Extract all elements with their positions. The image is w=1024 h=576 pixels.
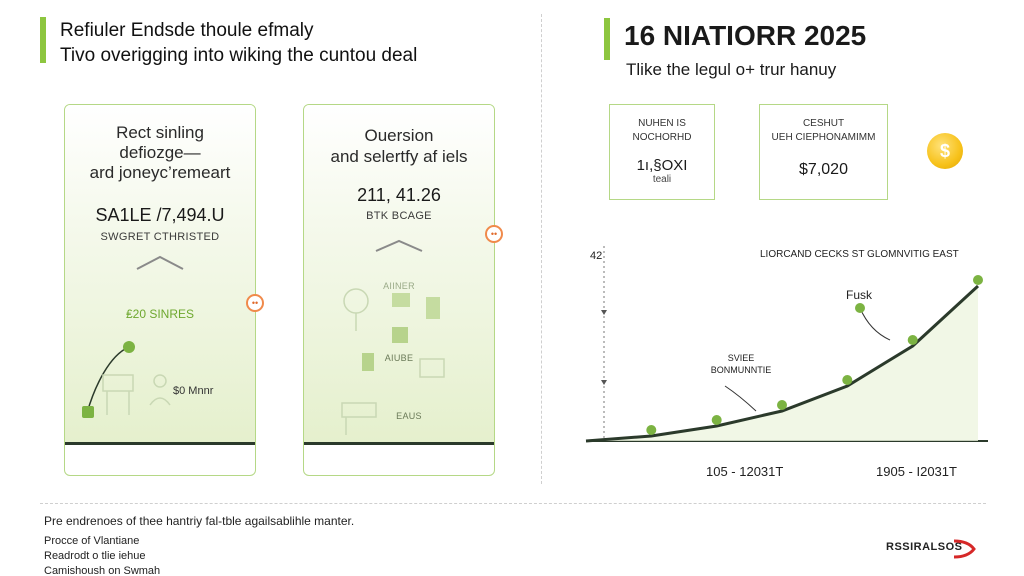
chevron-up-icon	[136, 255, 184, 270]
panel-middle-heading-2: and selertfy af iels	[330, 147, 468, 166]
chart-data-point	[973, 275, 983, 285]
brand-name: RSSIRALSOS	[886, 541, 963, 553]
chart-x-label-2: 1905 - I2031T	[876, 464, 957, 479]
panel-middle-illustration	[341, 239, 445, 435]
chart-canvas	[585, 246, 988, 443]
chart-axis-marker-icon	[601, 310, 607, 315]
stat-box-2: CESHUT UEH CIEPHONAMIMM $7,020	[759, 104, 888, 200]
footer-line-2: Readrodt o tlie iehue	[44, 550, 146, 562]
chart-title: LIORCAND CECKS ST GLOMNVITIG EAST	[760, 249, 959, 260]
stat-box-1-value: 1ı,§OXI	[636, 157, 688, 174]
chart-callout-line	[859, 307, 891, 341]
connector-left-icon: ••	[246, 294, 264, 312]
panel-left-heading-2: defiozge—	[119, 143, 201, 162]
connector-right-icon: ••	[485, 225, 503, 243]
workspace-icon	[341, 358, 445, 435]
chart-annotation-1-line-1: SVIEE	[727, 353, 755, 363]
panel-middle-label-mid: AIUBE	[384, 353, 414, 363]
footer-line-3: Camishoush on Swmah	[44, 565, 161, 576]
chart-annotation-1-line-2: BONMUNNTIE	[710, 365, 772, 375]
right-title: 16 NIATIORR 2025	[624, 20, 867, 51]
panel-left-shares-label: ₤20 SINRES	[125, 307, 195, 321]
panel-left-heading-1: Rect sinling	[116, 123, 204, 142]
right-subtitle: Tlike the legul o+ trur hanuy	[626, 60, 837, 79]
leaf-icon	[855, 303, 865, 313]
panel-middle-label-top: AIINER	[383, 281, 415, 291]
chart-callout-line	[724, 385, 757, 412]
chart-series-line	[585, 284, 980, 443]
stat-box-2-value: $7,020	[799, 161, 848, 178]
chart-annotation-2: Fusk	[846, 288, 873, 302]
panel-middle: Ouersion and selertfy af iels 211, 41.26…	[303, 104, 495, 476]
left-title-line-1: Refiuler Endsde thoule efmaly	[60, 20, 314, 41]
right-accent-bar	[604, 18, 610, 60]
chart-data-point	[777, 400, 787, 410]
panel-left: Rect sinling defiozge— ard joneyc’remear…	[64, 104, 256, 476]
seedling-icon	[392, 327, 408, 343]
chart-data-point	[907, 335, 918, 345]
panel-left-baseline	[65, 442, 255, 445]
person-icon	[149, 374, 171, 406]
pot-icon	[362, 353, 374, 371]
panel-middle-heading-1: Ouersion	[364, 126, 434, 145]
panel-left-sale: SA1LE /7,494.U	[95, 205, 225, 225]
chart-area-fill	[586, 286, 978, 441]
horizontal-divider	[40, 503, 986, 504]
dollar-coin-icon: $	[927, 133, 963, 169]
left-accent-bar	[40, 17, 46, 63]
stat-box-2-label-2: UEH CIEPHONAMIMM	[771, 132, 876, 143]
chart-data-point	[646, 425, 657, 435]
panel-middle-number: 211, 41.26	[357, 185, 441, 205]
chart-axis-marker-icon	[601, 380, 607, 385]
vertical-divider	[541, 14, 542, 484]
panel-left-heading-3: ard joneyc’remeart	[89, 163, 231, 182]
left-title-line-2: Tivo overigging into wiking the cuntou d…	[60, 45, 418, 66]
plant-box-icon	[392, 293, 410, 307]
chart-data-point	[842, 375, 853, 385]
chart-x-label-1: 105 - 12031T	[706, 464, 784, 479]
panel-middle-baseline	[304, 442, 494, 445]
sprout-icon	[82, 406, 94, 418]
footer-line-1: Procce of Vlantiane	[44, 535, 140, 547]
tree-icon	[343, 288, 369, 331]
brand-arrow-icon	[953, 539, 976, 559]
panel-left-caption: SWGRET CTHRISTED	[100, 231, 220, 243]
chart-data-point	[711, 415, 722, 425]
chart-annotation-1: SVIEE BONMUNNTIE	[704, 352, 778, 376]
panel-middle-label-bottom: EAUS	[396, 411, 422, 421]
panel-middle-background	[304, 105, 494, 443]
footer-note: Pre endrenoes of thee hantriy fal-tble a…	[44, 514, 355, 528]
chart-ytick: 42	[590, 250, 603, 262]
chevron-up-icon	[375, 239, 423, 252]
desk-icon	[102, 374, 134, 415]
growth-chart: 42 LIORCAND CECKS ST GLOMNVITIG EAST SVI…	[560, 236, 1000, 486]
stat-box-1-sub: teali	[652, 174, 672, 185]
column-icon	[426, 297, 440, 319]
panel-left-amount-label: $0 Mnnr	[173, 385, 214, 397]
leaf-icon	[123, 341, 135, 353]
stat-box-2-label-1: CESHUT	[802, 118, 845, 129]
panel-middle-caption: BTK BCAGE	[366, 210, 432, 222]
panel-left-illustration	[82, 255, 184, 418]
left-title: Refiuler Endsde thoule efmaly Tivo overi…	[60, 18, 520, 68]
stat-box-1-label-2: NOCHORHD	[632, 132, 692, 143]
stat-box-1-label-1: NUHEN IS	[638, 118, 686, 129]
growth-curve	[86, 346, 130, 414]
stat-box-1: NUHEN IS NOCHORHD 1ı,§OXI teali	[609, 104, 715, 200]
